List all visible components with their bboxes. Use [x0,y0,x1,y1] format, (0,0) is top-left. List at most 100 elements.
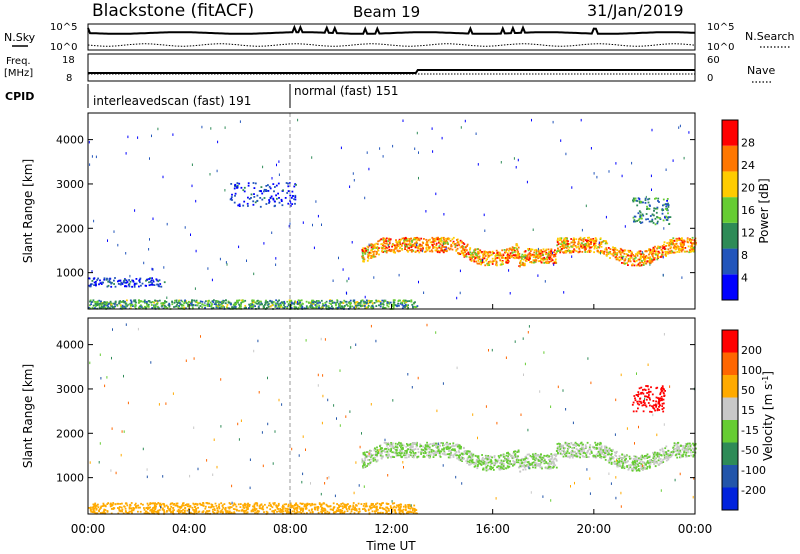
noise-point [217,140,219,144]
scatter-point [121,508,124,511]
scatter-point [656,222,659,225]
scatter-point [466,450,468,453]
scatter-point [559,443,561,445]
scatter-point [287,185,290,188]
scatter-point [529,255,532,258]
scatter-point [370,244,372,247]
noise-point [580,118,582,122]
scatter-point [291,510,294,513]
scatter-point [691,242,694,245]
scatter-point [406,240,408,243]
scatter-point [320,510,322,513]
scatter-point [474,248,477,251]
scatter-point [367,257,370,260]
scatter-point [489,250,491,253]
scatter-point [371,248,374,250]
scatter-point [427,454,430,457]
scatter-point [477,455,480,458]
scatter-point [531,456,534,459]
scatter-point [462,252,465,255]
scatter-point [325,300,328,303]
scatter-point [487,251,490,253]
scatter-point [627,468,630,471]
scatter-point [640,463,643,465]
scatter-point [369,300,372,302]
scatter-point [151,283,154,286]
scatter-point [103,301,106,303]
noise-point [649,263,651,266]
scatter-point [516,248,518,250]
scatter-point [373,449,376,452]
scatter-point [371,300,373,302]
scatter-point [258,505,261,508]
scatter-point [630,253,633,255]
scatter-point [442,442,444,445]
scatter-point [373,243,376,246]
scatter-point [256,194,259,197]
scatter-point [89,299,92,302]
scatter-point [280,198,283,201]
scatter-point [400,505,402,508]
scatter-point [140,300,143,303]
scatter-point [440,247,443,250]
scatter-point [277,508,280,510]
scatter-point [382,303,385,306]
scatter-point [620,258,622,261]
scatter-point [625,256,628,258]
scatter-point [197,506,199,509]
scatter-point [469,258,472,261]
scatter-point [160,504,163,506]
scatter-point [294,198,297,201]
scatter-point [314,506,317,509]
scatter-point [380,243,383,246]
scatter-point [346,510,349,512]
scatter-point [513,254,516,257]
scatter-point [496,459,499,462]
scatter-point [630,255,633,257]
scatter-point [590,243,592,245]
scatter-point [407,306,409,309]
noise-point [683,156,685,160]
scatter-point [161,508,164,511]
scatter-point [92,508,94,511]
scatter-point [599,241,602,244]
scatter-point [384,247,387,250]
scatter-point [321,506,323,509]
scatter-point [668,456,670,459]
scatter-point [323,507,326,510]
scatter-point [177,302,179,304]
scatter-point [464,251,467,253]
scatter-point [599,238,602,241]
scatter-point [459,239,462,242]
scatter-point [258,302,260,304]
scatter-point [480,258,482,261]
noise-point [166,296,168,299]
scatter-point [372,251,375,253]
scatter-point [178,506,181,509]
scatter-point [646,467,648,470]
noise-point [517,158,519,162]
scatter-point [695,447,697,450]
scatter-point [502,263,504,265]
scatter-point [639,214,642,217]
scatter-point [156,510,159,512]
scatter-point [609,252,612,255]
scatter-point [375,253,378,255]
scatter-point [372,503,374,505]
scatter-point [279,302,282,305]
scatter-point [656,220,659,223]
noise-point [152,217,154,220]
scatter-point [236,509,238,512]
scatter-point [399,454,402,457]
scatter-point [538,256,541,259]
scatter-point [148,281,150,284]
scatter-point [490,468,492,471]
scatter-point [511,252,514,254]
scatter-point [542,254,544,256]
scatter-point [408,300,411,302]
scatter-point [231,306,233,309]
scatter-point [121,306,124,309]
scatter-point [524,250,527,253]
scatter-point [538,250,540,253]
scatter-point [190,300,193,303]
